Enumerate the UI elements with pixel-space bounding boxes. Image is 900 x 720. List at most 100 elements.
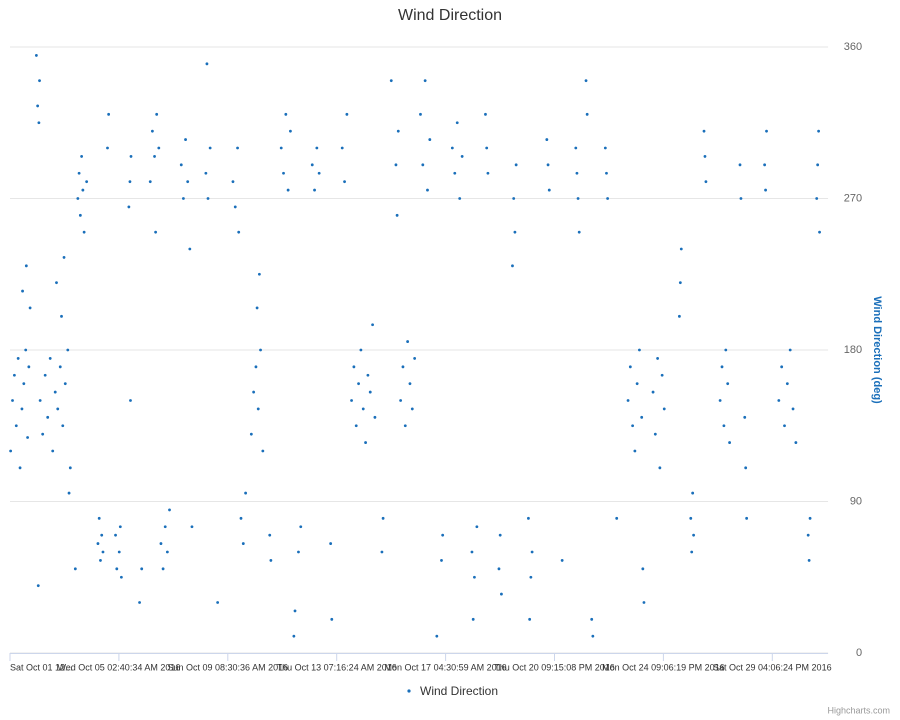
data-point: [658, 466, 662, 470]
data-point: [252, 390, 256, 394]
data-point: [114, 533, 117, 537]
data-point: [293, 609, 297, 613]
y-tick-label: 270: [844, 192, 862, 204]
data-point: [529, 575, 533, 579]
data-point: [128, 180, 132, 184]
data-point: [777, 399, 781, 402]
axes: 0 90 180 270 360 Sat Oct 01 12...Wed Oct 05 0…: [9, 41, 883, 672]
data-point: [118, 525, 122, 529]
data-point: [67, 491, 71, 495]
data-point: [208, 146, 212, 150]
data-point: [628, 365, 632, 369]
data-point: [97, 516, 101, 520]
y-tick-label: 360: [844, 41, 862, 53]
data-point: [780, 365, 784, 369]
data-point: [728, 441, 731, 444]
data-point: [615, 516, 619, 520]
data-point: [603, 146, 607, 150]
data-point: [257, 272, 261, 276]
data-point: [403, 424, 407, 428]
data-point: [423, 79, 427, 83]
data-point: [679, 247, 683, 251]
data-point: [204, 171, 208, 175]
x-tick-label: Mon Oct 24 09:06:19 PM 2016: [602, 662, 725, 672]
data-point: [350, 399, 353, 402]
data-point: [188, 247, 192, 251]
data-point: [249, 432, 253, 436]
data-point: [107, 112, 111, 116]
data-point: [129, 399, 132, 402]
data-point: [475, 525, 479, 529]
data-point: [689, 516, 693, 520]
data-point: [80, 155, 84, 158]
data-point: [371, 323, 374, 327]
data-point: [498, 533, 502, 537]
data-point: [138, 601, 141, 604]
data-point: [36, 584, 40, 588]
data-point: [244, 491, 248, 495]
data-point: [315, 146, 319, 150]
data-point: [157, 146, 161, 150]
legend-label[interactable]: Wind Direction: [420, 684, 498, 698]
data-point: [512, 197, 516, 200]
data-point: [485, 146, 489, 150]
data-point: [38, 399, 42, 402]
data-point: [20, 407, 24, 411]
data-point: [205, 62, 209, 66]
data-point: [788, 348, 792, 352]
data-point: [576, 197, 580, 200]
data-point: [373, 415, 377, 419]
data-point: [394, 163, 398, 167]
data-point: [53, 390, 57, 394]
data-point: [190, 525, 194, 529]
data-point: [186, 180, 190, 184]
data-point: [18, 466, 22, 470]
x-tick-label: Sun Oct 09 08:30:36 AM 2016: [168, 662, 289, 672]
data-point: [720, 365, 724, 369]
data-point: [106, 146, 109, 150]
credits[interactable]: Highcharts.com: [827, 705, 890, 715]
data-point: [73, 567, 77, 571]
data-point: [574, 146, 578, 150]
data-point: [690, 550, 694, 554]
data-point: [484, 112, 487, 116]
y-tick-label: 90: [850, 495, 862, 507]
points: [9, 54, 821, 638]
data-point: [66, 348, 70, 352]
data-point: [421, 163, 425, 167]
data-point: [161, 567, 165, 571]
data-point: [11, 399, 14, 402]
data-point: [399, 399, 403, 402]
data-point: [361, 407, 365, 411]
data-point: [718, 399, 722, 402]
data-point: [153, 155, 156, 158]
legend[interactable]: Wind Direction: [407, 684, 498, 698]
data-point: [36, 104, 40, 108]
data-point: [68, 466, 72, 470]
data-point: [380, 550, 384, 554]
data-point: [282, 171, 285, 175]
data-point: [426, 188, 429, 192]
data-point: [460, 155, 464, 158]
data-point: [366, 373, 370, 377]
data-point: [364, 441, 367, 444]
data-point: [724, 348, 728, 352]
data-point: [633, 449, 637, 453]
data-point: [513, 230, 517, 234]
data-point: [129, 155, 133, 158]
data-point: [450, 146, 454, 150]
data-point: [24, 348, 28, 352]
data-point: [410, 407, 414, 411]
data-point: [413, 357, 417, 360]
data-point: [389, 79, 393, 83]
data-point: [471, 617, 475, 621]
data-point: [722, 424, 726, 428]
data-point: [63, 382, 67, 386]
data-point: [241, 542, 245, 545]
data-point: [41, 432, 45, 436]
y-tick-label: 0: [856, 647, 862, 659]
data-point: [99, 559, 102, 562]
data-point: [441, 533, 445, 537]
data-point: [27, 365, 31, 369]
data-point: [78, 213, 82, 217]
